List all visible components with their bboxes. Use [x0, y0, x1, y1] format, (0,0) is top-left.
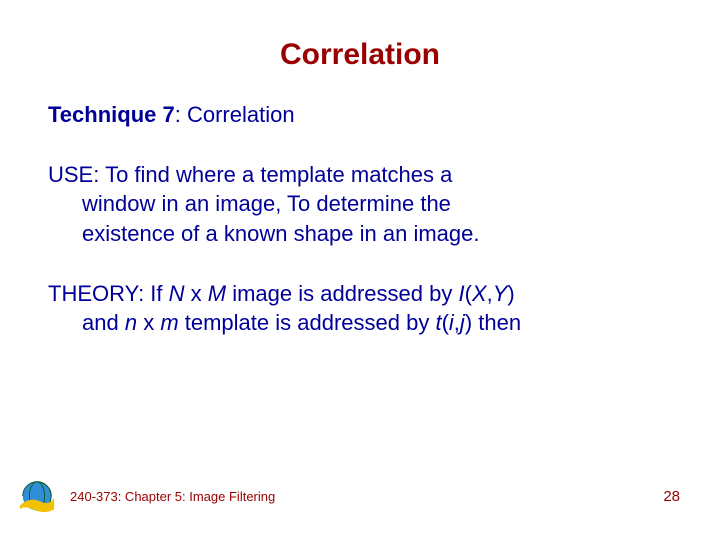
theory-block: THEORY: If N x M image is addressed by I… — [48, 279, 672, 338]
footer-text: 240-373: Chapter 5: Image Filtering — [70, 489, 663, 504]
use-line3: existence of a known shape in an image. — [48, 219, 672, 249]
use-line1: To find where a template matches a — [105, 162, 452, 187]
theory-part2: image is addressed by — [226, 281, 458, 306]
slide-title: Correlation — [48, 38, 672, 72]
theory-and: and — [82, 310, 125, 335]
theory-if: If — [150, 281, 168, 306]
technique-sep: : — [175, 102, 187, 127]
footer: 240-373: Chapter 5: Image Filtering 28 — [0, 476, 720, 516]
page-number: 28 — [663, 488, 680, 505]
theory-N: N — [169, 281, 185, 306]
theory-close1: ) — [507, 281, 514, 306]
theory-open2: ( — [442, 310, 449, 335]
theory-M: M — [208, 281, 226, 306]
theory-then: then — [472, 310, 521, 335]
technique-name: Correlation — [187, 102, 295, 127]
theory-open1: ( — [465, 281, 472, 306]
slide: Correlation Technique 7: Correlation USE… — [0, 0, 720, 540]
theory-x1: x — [185, 281, 208, 306]
theory-X: X — [472, 281, 487, 306]
use-line2: window in an image, To determine the — [48, 189, 672, 219]
technique-line: Technique 7: Correlation — [48, 100, 672, 130]
theory-part3: template is addressed by — [179, 310, 436, 335]
theory-Y: Y — [493, 281, 508, 306]
theory-n: n — [125, 310, 137, 335]
theory-m: m — [160, 310, 178, 335]
use-block: USE: To find where a template matches a … — [48, 160, 672, 249]
theory-x2: x — [137, 310, 160, 335]
theory-label: THEORY: — [48, 281, 150, 306]
globe-logo-icon — [18, 477, 56, 515]
technique-label: Technique 7 — [48, 102, 175, 127]
use-label: USE: — [48, 162, 105, 187]
